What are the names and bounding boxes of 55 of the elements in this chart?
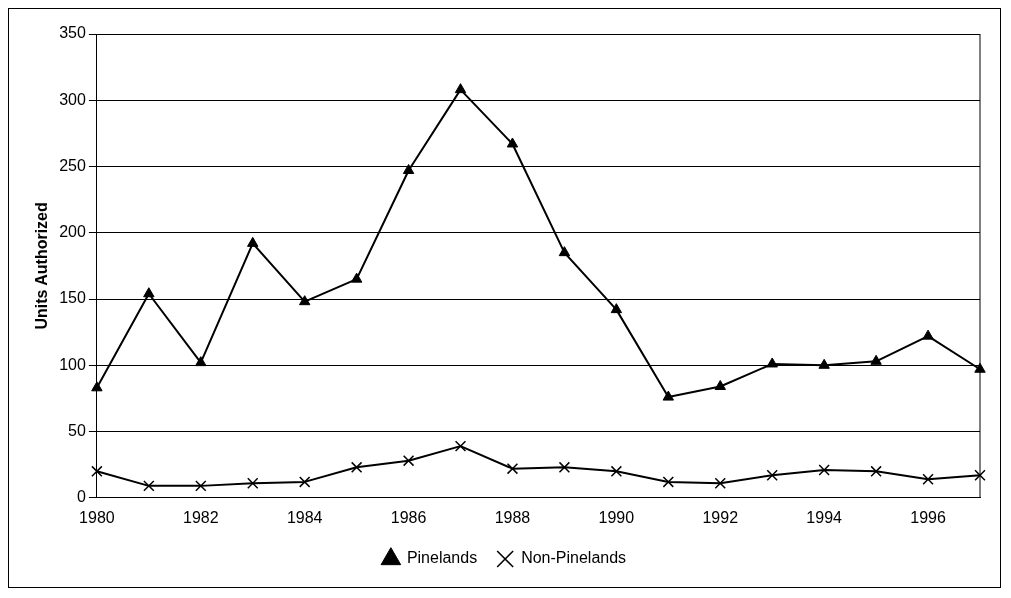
point: [350, 461, 363, 474]
point: [818, 464, 830, 476]
point: [454, 440, 467, 452]
point: [870, 354, 882, 365]
point: [195, 356, 207, 367]
y-tick-label: 100: [59, 355, 86, 373]
x-tick-label: 1984: [286, 508, 323, 526]
legend-label: Non-Pinelands: [521, 549, 627, 567]
point: [247, 236, 259, 247]
point: [506, 137, 519, 148]
point: [610, 303, 623, 314]
point: [298, 476, 311, 488]
point: [506, 462, 519, 475]
y-axis-title: Units Authorized: [33, 202, 51, 330]
y-tick-label: 250: [59, 156, 86, 174]
point: [610, 465, 623, 477]
y-tick-label: 50: [68, 421, 86, 439]
y-tick-label: 0: [76, 488, 86, 506]
point: [662, 390, 675, 401]
y-tick-label: 350: [59, 24, 86, 42]
point: [143, 480, 155, 492]
point: [766, 357, 778, 368]
point: [143, 287, 155, 298]
x-tick-label: 1982: [182, 508, 219, 526]
point: [662, 476, 675, 488]
point: [922, 329, 934, 340]
x-tick-label: 1986: [390, 508, 427, 526]
point: [195, 480, 207, 492]
point: [974, 469, 986, 481]
x-tick-label: 1992: [702, 508, 739, 526]
x-tick-label: 1994: [806, 508, 843, 526]
legend-label: Pinelands: [406, 549, 478, 567]
point: [247, 477, 259, 489]
point: [766, 469, 778, 481]
y-tick-label: 150: [59, 289, 86, 307]
y-tick-label: 300: [59, 90, 86, 108]
point: [818, 358, 830, 369]
point: [402, 163, 415, 174]
point: [558, 246, 571, 257]
point: [91, 465, 103, 477]
x-tick-label: 1988: [494, 508, 531, 526]
point: [298, 295, 311, 306]
point: [922, 473, 934, 485]
point: [558, 461, 571, 474]
point: [402, 455, 415, 467]
point: [714, 477, 726, 489]
point: [91, 381, 103, 392]
x-tick-label: 1996: [910, 508, 946, 526]
point: [714, 379, 726, 390]
x-tick-label: 1980: [79, 508, 115, 526]
x-tick-label: 1990: [598, 508, 635, 526]
y-tick-label: 200: [59, 223, 86, 241]
point: [350, 272, 363, 283]
point: [870, 465, 882, 477]
point: [454, 83, 467, 94]
